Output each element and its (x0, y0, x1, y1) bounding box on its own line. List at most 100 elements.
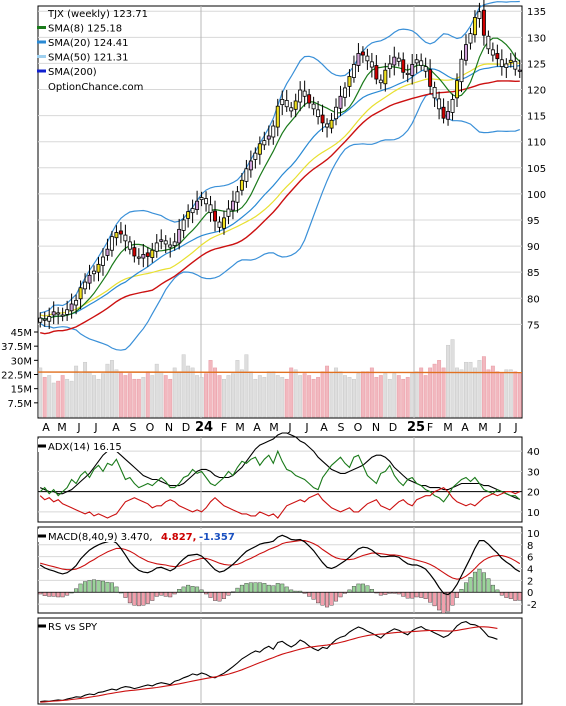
macd-histogram-bar (141, 592, 146, 606)
volume-bar (432, 363, 437, 418)
volume-bar (365, 371, 370, 418)
macd-histogram-bar (441, 592, 446, 614)
macd-histogram-bar (266, 584, 271, 593)
volume-bar (459, 369, 464, 418)
volume-bar (136, 378, 141, 418)
candle-body (141, 254, 146, 259)
macd-histogram-bar (181, 586, 186, 593)
volume-bar (392, 373, 397, 418)
month-label: S (338, 421, 345, 434)
candle-body (275, 105, 280, 128)
volume-average-line (37, 371, 523, 374)
macd-title-bg (38, 529, 230, 542)
volume-bar (51, 382, 56, 418)
month-label: D (389, 421, 397, 434)
volume-bar (343, 375, 347, 418)
candle-body (38, 317, 43, 323)
volume-bar (154, 363, 159, 418)
volume-bar (387, 378, 392, 418)
candle-body (428, 69, 433, 87)
candle-body (360, 51, 365, 56)
macd-histogram-bar (51, 592, 56, 597)
volume-bar (289, 367, 294, 418)
macd-histogram-bar (365, 585, 370, 593)
candle-body (441, 106, 446, 119)
candle-body (472, 17, 477, 36)
month-label: A (253, 421, 261, 434)
rs-title: RS vs SPY (48, 622, 98, 633)
candle-body (347, 76, 352, 87)
candle-body (109, 236, 114, 251)
volume-bar (374, 377, 379, 418)
macd-histogram-bar (47, 592, 52, 597)
macd-histogram-bar (311, 592, 316, 600)
candle-body (481, 9, 486, 36)
volume-bar (60, 375, 65, 418)
month-label: J (497, 421, 501, 434)
macd-histogram-bar (208, 592, 213, 598)
volume-bar (378, 375, 383, 418)
macd-tick-label: -2 (527, 600, 537, 611)
macd-histogram-bar (177, 589, 182, 593)
macd-histogram-bar (378, 592, 383, 596)
price-tick-label: 75 (527, 320, 540, 331)
candle-body (114, 232, 119, 239)
macd-histogram-bar (325, 592, 330, 608)
volume-bar (293, 369, 298, 418)
macd-histogram-value: -1.357 (199, 532, 235, 543)
volume-bar (499, 373, 504, 418)
volume-bar (123, 375, 128, 418)
month-label: O (354, 421, 363, 434)
candle-body (65, 309, 70, 315)
macd-histogram-bar (428, 592, 433, 603)
rs-line-rs (40, 621, 498, 703)
macd-histogram-bar (257, 582, 262, 593)
volume-bar (127, 373, 132, 418)
candle-body (513, 60, 518, 70)
macd-histogram-bar (226, 592, 231, 596)
candle-body (351, 64, 356, 78)
month-label: O (146, 421, 155, 434)
macd-histogram-bar (499, 592, 504, 596)
macd-histogram-bar (248, 582, 253, 593)
macd-tick-label: 8 (527, 541, 533, 552)
candle-body (284, 100, 289, 108)
volume-bar (132, 378, 137, 418)
macd-histogram-bar (334, 592, 339, 602)
volume-bar (163, 375, 168, 418)
macd-histogram-bar (123, 592, 128, 598)
volume-bar (101, 373, 105, 418)
candle-body (369, 61, 374, 68)
candle-body (177, 228, 182, 244)
volume-bar (74, 365, 79, 418)
volume-bar (410, 373, 415, 418)
volume-bar (266, 371, 271, 418)
adx-line-adx-14- (39, 432, 520, 500)
month-label: M (235, 421, 245, 434)
candle-body (51, 311, 56, 316)
macd-histogram-bar (468, 577, 473, 593)
candle-body (118, 230, 123, 235)
month-label: J (287, 421, 291, 434)
legend-label: SMA(50) 121.31 (48, 53, 129, 64)
candle-body (459, 58, 464, 83)
volume-bar (369, 367, 374, 418)
legend-label: TJX (weekly) 123.71 (47, 9, 148, 20)
candle-body (47, 316, 52, 322)
candle-body (410, 64, 415, 76)
adx-tick-label: 40 (527, 447, 540, 458)
candle-body (464, 44, 468, 61)
volume-bar (508, 369, 513, 418)
macd-histogram-bar (410, 592, 415, 599)
candle-body (60, 314, 65, 317)
volume-bar (450, 339, 455, 418)
macd-title: MACD(8,40,9) 3.470, (48, 532, 153, 543)
candle-body (190, 208, 195, 214)
volume-bar (275, 375, 280, 418)
candle-body (289, 107, 294, 112)
price-tick-label: 85 (527, 268, 540, 279)
volume-bar (181, 354, 186, 418)
macd-histogram-bar (517, 592, 522, 601)
candle-body (262, 140, 267, 146)
sma20-line (40, 64, 520, 320)
